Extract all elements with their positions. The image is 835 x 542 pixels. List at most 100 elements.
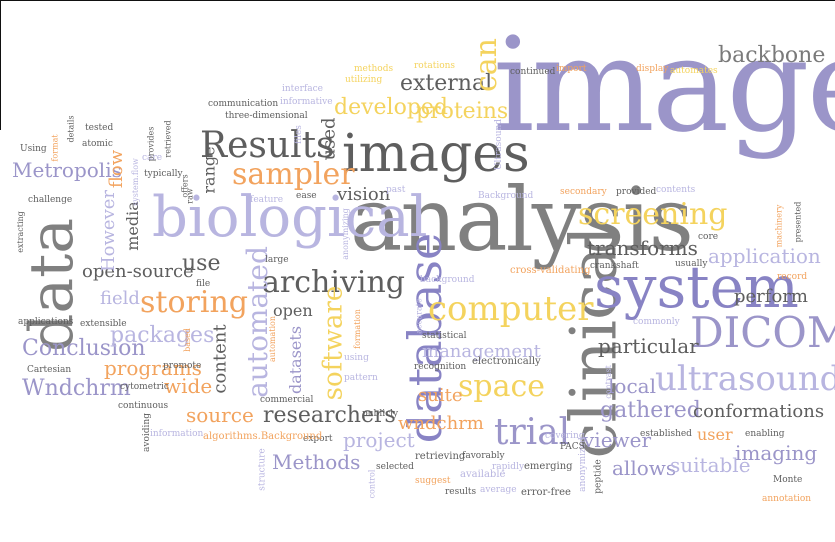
word-informative: informative <box>280 97 333 107</box>
word-continuous: continuous <box>118 401 169 411</box>
word-typically: typically <box>144 169 183 179</box>
word-tested: tested <box>85 123 114 133</box>
word-image: image <box>493 9 835 161</box>
word-images: images <box>342 124 530 184</box>
word-datasets: datasets <box>286 325 306 395</box>
word-peptide: peptide <box>593 459 604 494</box>
word-retrieved: retrieved <box>163 120 173 158</box>
word-formation: formation <box>352 309 362 349</box>
word-files: files <box>293 125 304 144</box>
word-perform: perform <box>734 286 808 307</box>
word-anonymizing: anonymizing <box>340 208 350 260</box>
word-trial: trial <box>494 412 571 453</box>
word-media: media <box>122 201 142 251</box>
word-user: user <box>697 425 733 444</box>
word-statistical: statistical <box>422 331 467 341</box>
word-system-flow: system.flow <box>130 158 140 206</box>
word-viewer: viewer <box>583 428 652 452</box>
word-proteins: proteins <box>416 99 509 124</box>
word-suitable: suitable <box>670 453 751 477</box>
word-information: information <box>150 429 204 439</box>
word-contents: contents <box>656 185 696 195</box>
word-developed: developed <box>334 95 449 120</box>
word-presented: presented <box>793 201 803 243</box>
word-provides: provides <box>146 126 156 162</box>
word-DICOM: DICOM <box>690 308 835 357</box>
word-error-free: error-free <box>521 487 571 498</box>
word-favorably: favorably <box>462 451 505 461</box>
word-external: external <box>400 71 493 96</box>
word-project: project <box>343 428 415 452</box>
word-results: results <box>445 487 477 497</box>
word-open-source: open-source <box>82 261 194 282</box>
word-atomic: atomic <box>82 139 113 149</box>
word-display: display <box>636 64 669 74</box>
word-import: import <box>556 64 587 74</box>
word-commercial: commercial <box>260 395 314 405</box>
word-PACS: PACS <box>560 442 585 452</box>
word-Ultrasound: Ultrasound <box>494 118 505 171</box>
word-promote: promote <box>163 361 202 371</box>
word-ultrasound: ultrasound <box>655 359 835 399</box>
word-algorithms-background: algorithms.Background <box>203 431 323 442</box>
word-file: file <box>196 279 211 289</box>
word-retrieving: retrieving <box>415 451 466 462</box>
word-electronically: electronically <box>472 356 541 367</box>
word-Background: Background <box>478 191 534 201</box>
word-crankshaft: crankshaft <box>590 261 639 271</box>
word-based: based <box>182 328 192 352</box>
word-open: open <box>273 301 313 320</box>
word-annotation: annotation <box>762 494 812 504</box>
word-suite: suite <box>418 385 463 406</box>
word-However: However <box>98 189 120 273</box>
word-feature: feature <box>250 195 284 205</box>
word-biological: biological <box>152 185 428 250</box>
frame-border-top <box>0 0 835 1</box>
word-space: space <box>458 369 546 404</box>
word-provided: provided <box>616 187 657 197</box>
word-storing: storing <box>140 285 248 320</box>
word-automation: automation <box>268 315 278 363</box>
word-covering: covering <box>545 431 585 441</box>
word-extensible: extensible <box>80 319 127 329</box>
word-machinery: machinery <box>774 204 784 248</box>
word-archiving: archiving <box>262 265 406 300</box>
word-Monte: Monte <box>773 475 803 485</box>
word-past: past <box>386 185 406 195</box>
word-raw: raw <box>185 188 195 204</box>
word-source: source <box>186 403 254 427</box>
word-core: core <box>698 232 719 242</box>
word-usually: usually <box>675 259 708 269</box>
word-rapidly: rapidly <box>492 462 525 472</box>
word-cross-validating: cross-validating <box>510 265 591 276</box>
word-recognition: recognition <box>414 362 467 372</box>
word-rotations: rotations <box>414 61 456 71</box>
word-methods: methods <box>354 64 394 74</box>
word-enabling: enabling <box>745 429 785 439</box>
word-publicly: publicly <box>362 409 399 419</box>
word-Methods: Methods <box>272 450 361 474</box>
word-care: care <box>142 153 163 163</box>
word-allows: allows <box>612 456 677 480</box>
word-researchers: researchers <box>263 403 396 428</box>
word-analysis: analysis <box>350 168 694 271</box>
word-conformations: conformations <box>693 401 825 422</box>
word-gathered: gathered <box>600 398 701 423</box>
word-three-dimensional: three-dimensional <box>225 111 308 121</box>
word-suggest: suggest <box>415 476 451 486</box>
word-imaging: imaging <box>735 441 818 465</box>
word-Metropolis: Metropolis <box>12 158 122 182</box>
word-background: background <box>420 275 475 285</box>
word-Wndchrm: Wndchrm <box>22 376 131 401</box>
word-can: can <box>469 37 505 93</box>
word-emerging: emerging <box>524 461 573 472</box>
word-commonly: commonly <box>633 317 680 327</box>
word-use: use <box>182 251 221 276</box>
word-programs: programs <box>104 356 202 380</box>
word-system: system <box>594 253 799 321</box>
word-Conclusion: Conclusion <box>22 336 146 361</box>
word-backbone: backbone <box>718 43 826 68</box>
word-details: details <box>66 115 76 143</box>
word-local: local <box>608 374 656 398</box>
